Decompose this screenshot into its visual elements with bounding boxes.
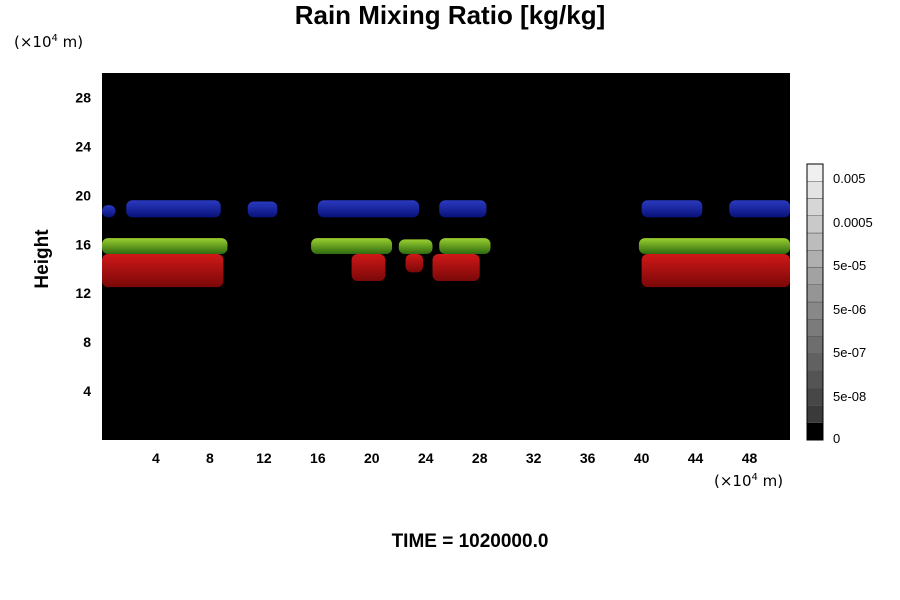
red-region	[351, 254, 386, 281]
colorbar-segment	[806, 336, 824, 354]
colorbar-segment	[806, 198, 824, 216]
colorbar-segment	[806, 232, 824, 251]
x-unit-suffix: m)	[757, 472, 784, 490]
colorbar-segment	[806, 301, 824, 320]
y-tick-label: 20	[75, 187, 91, 203]
x-axis-unit: (×104 m)	[714, 472, 783, 490]
colorbar-segment	[806, 388, 824, 406]
colorbar-segment	[806, 370, 824, 389]
x-tick-label: 32	[526, 450, 542, 466]
x-tick-label: 12	[256, 450, 272, 466]
colorbar-segment	[806, 181, 824, 199]
blue-region	[247, 201, 278, 218]
x-tick-label: 48	[742, 450, 758, 466]
colorbar-label: 0.005	[833, 171, 866, 186]
blue-region	[439, 200, 487, 218]
x-tick-label: 36	[580, 450, 596, 466]
colorbar-segment	[806, 284, 824, 303]
red-region	[432, 254, 480, 281]
blue-region	[102, 205, 116, 218]
colorbar-label: 5e-05	[833, 258, 866, 273]
x-tick-label: 20	[364, 450, 380, 466]
x-tick-label: 40	[634, 450, 650, 466]
green-region	[398, 239, 433, 255]
colorbar-label: 5e-06	[833, 302, 866, 317]
x-tick-label: 24	[418, 450, 434, 466]
colorbar-label: 0.0005	[833, 215, 873, 230]
colorbar-segment	[806, 267, 824, 285]
blue-region	[641, 200, 703, 218]
data-regions	[102, 200, 790, 288]
y-unit-prefix: (×10	[14, 33, 52, 51]
colorbar-label: 5e-07	[833, 345, 866, 360]
x-tick-label: 44	[688, 450, 704, 466]
y-unit-suffix: m)	[57, 33, 84, 51]
time-label: TIME = 1020000.0	[391, 531, 549, 552]
y-tick-label: 4	[83, 383, 91, 399]
x-tick-label: 4	[152, 450, 160, 466]
x-tick-label: 8	[206, 450, 214, 466]
red-region	[102, 254, 224, 288]
red-region	[641, 254, 790, 288]
green-region	[311, 238, 393, 255]
colorbar-segment	[806, 422, 824, 441]
colorbar-segment	[806, 319, 824, 337]
green-region	[638, 238, 790, 255]
colorbar-label: 0	[833, 431, 840, 446]
green-region	[439, 238, 491, 255]
colorbar-segment	[806, 405, 824, 423]
colorbar: 0.005 0.0005 5e-05 5e-06 5e-07 5e-08 0	[806, 163, 873, 446]
y-axis-ticks: 4 8 12 16 20 24 28	[75, 89, 91, 399]
blue-region	[729, 200, 790, 218]
y-tick-label: 12	[75, 285, 91, 301]
y-tick-label: 24	[75, 138, 91, 154]
x-unit-exponent: 4	[751, 472, 758, 483]
x-tick-label: 16	[310, 450, 326, 466]
y-axis-unit: (×104 m)	[14, 33, 83, 51]
y-tick-label: 16	[75, 236, 91, 252]
x-unit-prefix: (×10	[714, 472, 752, 490]
red-region	[405, 254, 424, 273]
blue-region	[317, 200, 420, 218]
colorbar-segment	[806, 215, 824, 234]
colorbar-label: 5e-08	[833, 389, 866, 404]
colorbar-segment	[806, 353, 824, 372]
chart-title: Rain Mixing Ratio [kg/kg]	[294, 0, 606, 30]
colorbar-segment	[806, 163, 824, 182]
colorbar-frame	[806, 163, 824, 441]
y-tick-label: 28	[75, 89, 91, 105]
x-axis-ticks: 4 8 12 16 20 24 28 32 36 40 44 48	[152, 450, 757, 466]
blue-region	[126, 200, 221, 218]
y-tick-label: 8	[83, 334, 91, 350]
y-unit-exponent: 4	[51, 33, 58, 44]
colorbar-segment	[806, 250, 824, 268]
green-region	[102, 238, 228, 255]
x-tick-label: 28	[472, 450, 488, 466]
